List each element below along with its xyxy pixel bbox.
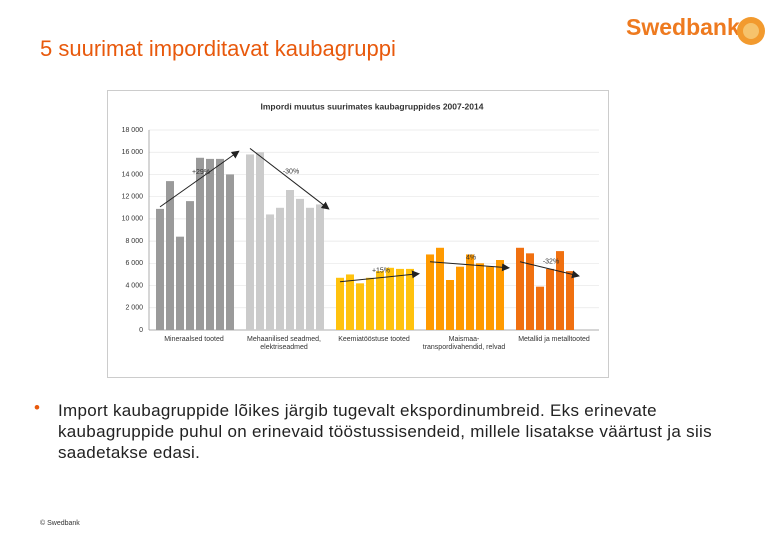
bar — [496, 260, 504, 330]
category-label: Mehaanilised seadmed, elektriseadmed — [247, 336, 321, 351]
y-tick-label: 16 000 — [122, 149, 144, 156]
trend-arrow — [159, 150, 240, 208]
chart-title: Impordi muutus suurimates kaubagruppides… — [261, 101, 484, 111]
bar — [196, 157, 204, 330]
category-label: Maismaa-transpordivahendid, relvad — [422, 336, 506, 351]
y-tick-label: 4 000 — [125, 282, 143, 289]
bar — [436, 247, 444, 330]
bar — [406, 268, 414, 330]
bar — [346, 274, 354, 330]
bar — [226, 174, 234, 330]
y-tick-label: 8 000 — [125, 238, 143, 245]
chart: Impordi muutus suurimates kaubagruppides… — [122, 101, 599, 334]
bullet-marker: • — [34, 398, 40, 417]
bar — [526, 253, 534, 330]
trend-annotation: +29% — [192, 169, 210, 176]
bar — [426, 254, 434, 330]
bar — [296, 198, 304, 330]
bar — [476, 263, 484, 330]
bar — [216, 158, 224, 330]
bar — [366, 277, 374, 330]
slide-title: 5 suurimat imporditavat kaubagruppi — [40, 36, 396, 61]
logo-text: Swedbank — [626, 14, 740, 40]
bar — [206, 158, 214, 330]
trend-annotation: 4% — [466, 255, 476, 262]
bar — [256, 152, 264, 330]
bar — [166, 181, 174, 330]
bar — [486, 266, 494, 330]
trend-arrow — [339, 270, 420, 283]
bar — [306, 207, 314, 330]
bar — [566, 271, 574, 330]
bar — [516, 247, 524, 330]
bar — [376, 271, 384, 330]
logo-icon — [737, 17, 765, 45]
y-tick-label: 10 000 — [122, 216, 144, 223]
trend-arrow — [429, 261, 510, 272]
bar — [466, 254, 474, 330]
trend-annotation: -30% — [283, 168, 299, 175]
bar — [396, 268, 404, 330]
bar — [176, 236, 184, 330]
y-tick-label: 2 000 — [125, 305, 143, 312]
bar — [276, 207, 284, 330]
bar — [286, 190, 294, 330]
footer: © Swedbank — [40, 520, 80, 527]
y-tick-label: 0 — [139, 327, 143, 334]
y-tick-label: 6 000 — [125, 260, 143, 267]
y-tick-label: 12 000 — [122, 194, 144, 201]
bar — [156, 208, 164, 330]
y-tick-label: 14 000 — [122, 171, 144, 178]
bar — [546, 268, 554, 330]
category-label: Metallid ja metalltooted — [518, 336, 590, 343]
bar — [336, 277, 344, 330]
trend-annotation: +15% — [372, 268, 390, 275]
bar — [386, 267, 394, 330]
category-label: Keemiatööstuse tooted — [338, 336, 410, 343]
bar — [456, 266, 464, 330]
bar — [316, 204, 324, 330]
trend-arrow — [249, 148, 330, 210]
bar — [186, 201, 194, 330]
chart-frame — [107, 90, 609, 378]
category-label: Mineraalsed tooted — [164, 336, 224, 343]
bullet-text: Import kaubagruppide lõikes järgib tugev… — [58, 401, 712, 462]
trend-arrow — [519, 261, 580, 279]
bar — [266, 214, 274, 330]
bar — [536, 286, 544, 330]
trend-annotation: -32% — [543, 259, 559, 266]
bar — [556, 251, 564, 330]
bar — [356, 283, 364, 330]
bar — [446, 280, 454, 330]
y-tick-label: 18 000 — [122, 127, 144, 134]
bar — [246, 154, 254, 330]
